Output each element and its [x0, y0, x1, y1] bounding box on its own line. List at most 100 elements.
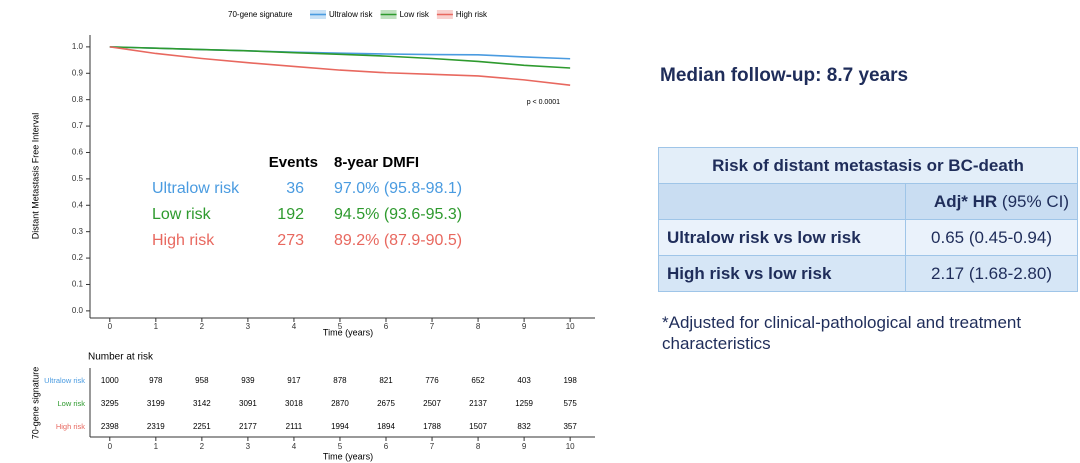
- x-tick-label: 10: [566, 322, 575, 331]
- risk-row-label: Ultralow risk: [44, 376, 85, 385]
- risk-x-tick-label: 3: [246, 442, 251, 451]
- risk-count: 832: [517, 422, 531, 431]
- risk-count: 3142: [193, 399, 211, 408]
- x-tick-label: 4: [292, 322, 297, 331]
- risk-count: 958: [195, 376, 209, 385]
- risk-count: 2507: [423, 399, 441, 408]
- risk-count: 2398: [101, 422, 119, 431]
- row-value: 2.17 (1.68-2.80): [905, 255, 1078, 292]
- y-axis-label: Distant Metastasis Free Interval: [30, 113, 40, 240]
- risk-count: 357: [563, 422, 577, 431]
- risk-count: 1994: [331, 422, 349, 431]
- legend-label: High risk: [456, 10, 488, 19]
- y-tick-label: 0.9: [72, 68, 84, 77]
- y-tick-label: 0.3: [72, 227, 84, 236]
- risk-x-tick-label: 2: [200, 442, 205, 451]
- risk-x-tick-label: 10: [566, 442, 575, 451]
- risk-count: 1788: [423, 422, 441, 431]
- risk-count: 2137: [469, 399, 487, 408]
- risk-row-label: High risk: [56, 422, 85, 431]
- risk-count: 2319: [147, 422, 165, 431]
- risk-count: 3199: [147, 399, 165, 408]
- x-tick-label: 7: [430, 322, 435, 331]
- summary-events: 192: [277, 206, 304, 223]
- risk-count: 3091: [239, 399, 257, 408]
- risk-x-tick-label: 0: [108, 442, 113, 451]
- risk-count: 1259: [515, 399, 533, 408]
- risk-count: 1894: [377, 422, 395, 431]
- risk-count: 575: [563, 399, 577, 408]
- risk-count: 2177: [239, 422, 257, 431]
- risk-count: 2675: [377, 399, 395, 408]
- legend-label: Low risk: [400, 10, 430, 19]
- risk-x-tick-label: 4: [292, 442, 297, 451]
- risk-table-title: Number at risk: [88, 352, 154, 363]
- summary-label: Ultralow risk: [152, 180, 240, 197]
- risk-y-label: 70-gene signature: [30, 367, 40, 440]
- risk-count: 2251: [193, 422, 211, 431]
- risk-count: 878: [333, 376, 347, 385]
- summary-label: Low risk: [152, 206, 212, 223]
- risk-count: 1000: [101, 376, 119, 385]
- x-tick-label: 8: [476, 322, 481, 331]
- p-value: p < 0.0001: [527, 99, 560, 106]
- y-tick-label: 0.2: [72, 253, 84, 262]
- row-label: Ultralow risk vs low risk: [658, 219, 906, 256]
- risk-count: 1507: [469, 422, 487, 431]
- x-tick-label: 5: [338, 322, 343, 331]
- row-label: High risk vs low risk: [658, 255, 906, 292]
- chart: 70-gene signature Time (years) Distant M…: [30, 10, 595, 461]
- hr-table: Risk of distant metastasis or BC-death A…: [658, 147, 1078, 292]
- risk-count: 939: [241, 376, 255, 385]
- x-tick-label: 0: [108, 322, 113, 331]
- risk-count: 3018: [285, 399, 303, 408]
- series-line: [109, 46, 571, 69]
- risk-count: 2111: [286, 422, 303, 431]
- x-tick-label: 1: [154, 322, 159, 331]
- column-bold: Adj* HR: [933, 191, 998, 211]
- summary-events: 36: [286, 180, 304, 197]
- legend-label: Ultralow risk: [329, 10, 374, 19]
- x-tick-label: 9: [522, 322, 527, 331]
- empty-cell: [658, 183, 906, 220]
- column-rest: (95% CI): [997, 191, 1069, 211]
- summary-dmfi: 97.0% (95.8-98.1): [334, 180, 462, 197]
- summary-dmfi: 94.5% (93.6-95.3): [334, 206, 462, 223]
- risk-x-tick-label: 1: [154, 442, 159, 451]
- risk-count: 403: [517, 376, 531, 385]
- y-tick-label: 0.5: [72, 174, 84, 183]
- summary-header: Events: [269, 154, 318, 171]
- footnote: *Adjusted for clinical-pathological and …: [662, 313, 1022, 353]
- y-tick-label: 0.4: [72, 200, 84, 209]
- risk-x-label: Time (years): [323, 451, 373, 461]
- summary-label: High risk: [152, 232, 215, 249]
- risk-x-tick-label: 9: [522, 442, 527, 451]
- row-value: 0.65 (0.45-0.94): [905, 219, 1078, 256]
- x-tick-label: 2: [200, 322, 205, 331]
- x-axis-label: Time (years): [323, 327, 373, 337]
- column-header: Adj* HR (95% CI): [905, 183, 1078, 220]
- risk-count: 917: [287, 376, 301, 385]
- x-tick-label: 6: [384, 322, 389, 331]
- table-title: Risk of distant metastasis or BC-death: [658, 147, 1078, 184]
- risk-x-tick-label: 6: [384, 442, 389, 451]
- risk-x-tick-label: 5: [338, 442, 343, 451]
- summary-events: 273: [277, 232, 304, 249]
- y-tick-label: 0.6: [72, 148, 84, 157]
- risk-row-label: Low risk: [57, 399, 85, 408]
- risk-count: 652: [471, 376, 485, 385]
- y-tick-label: 1.0: [72, 42, 84, 51]
- risk-count: 776: [425, 376, 439, 385]
- risk-x-tick-label: 8: [476, 442, 481, 451]
- risk-count: 198: [563, 376, 577, 385]
- risk-count: 978: [149, 376, 163, 385]
- risk-count: 821: [379, 376, 393, 385]
- y-tick-label: 0.8: [72, 95, 84, 104]
- risk-count: 2870: [331, 399, 349, 408]
- y-tick-label: 0.0: [72, 306, 84, 315]
- summary-header: 8-year DMFI: [334, 154, 419, 171]
- legend-title: 70-gene signature: [228, 10, 293, 19]
- risk-count: 3295: [101, 399, 119, 408]
- heading: Median follow-up: 8.7 years: [660, 65, 909, 86]
